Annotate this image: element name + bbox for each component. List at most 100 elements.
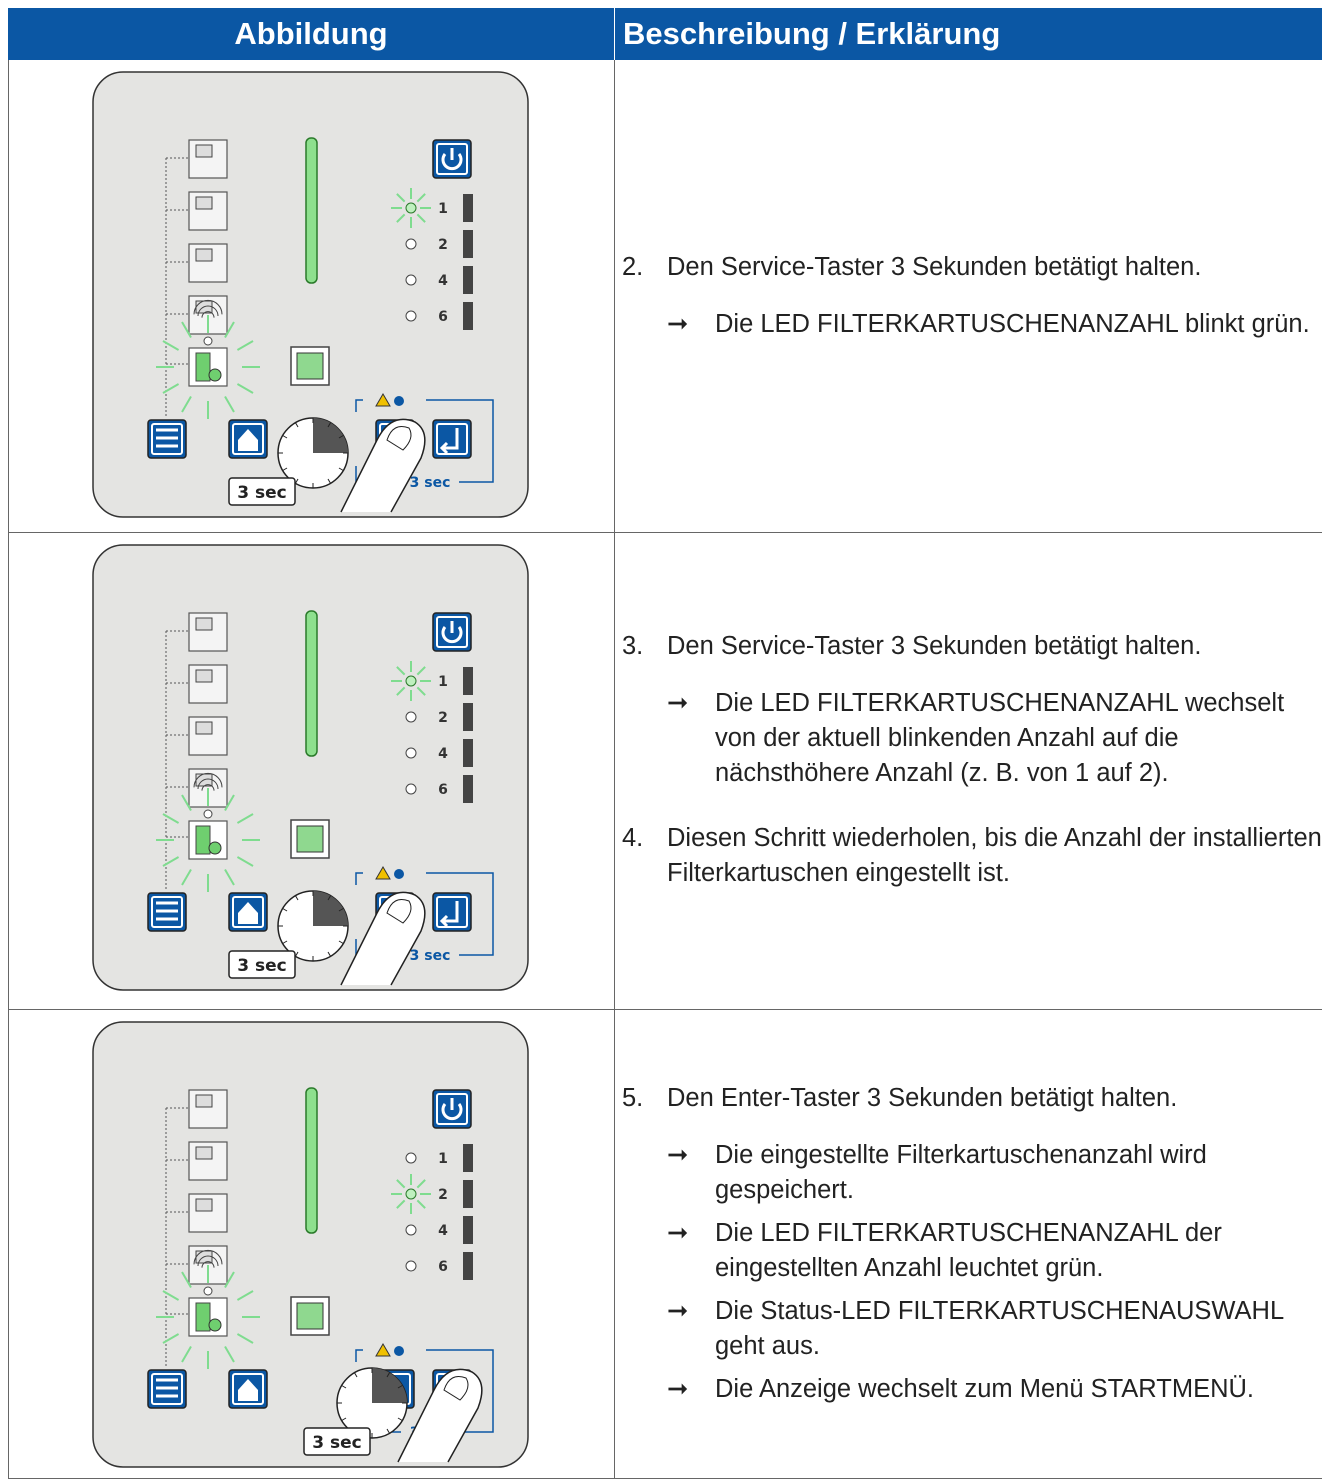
timer-box — [228, 477, 296, 506]
blink-ray — [416, 1179, 426, 1189]
led-label: 4 — [438, 746, 448, 762]
blink-ray — [416, 213, 426, 223]
network-icon-detail — [296, 825, 324, 853]
step: 2. Den Service-Taster 3 Sekunden betätigt… — [622, 250, 1322, 285]
panel-figure: 1 2 4 6 3 sec 3 sec — [92, 71, 529, 518]
clock-sector — [372, 1368, 407, 1403]
clock-tick — [341, 1385, 347, 1389]
finger-nail — [443, 1376, 469, 1401]
step-number: 5. — [622, 1084, 644, 1112]
wifi-arc — [201, 311, 215, 318]
led-label: 1 — [438, 674, 448, 690]
result-arrow: ➞ — [667, 1141, 689, 1169]
clock-tick — [338, 435, 344, 439]
step: 3. Den Service-Taster 3 Sekunden betätigt… — [622, 629, 1322, 664]
home-symbol — [238, 902, 258, 924]
power-symbol — [441, 621, 463, 644]
led — [405, 238, 417, 250]
step-number: 3. — [622, 632, 644, 660]
clock-tick — [338, 467, 344, 471]
result-text: Die LED FILTERKARTUSCHENANZAHL wechselt … — [715, 689, 1285, 787]
figure-cell: 1 2 4 6 3 sec 3 sec — [8, 533, 615, 1009]
status-icon-detail — [195, 1302, 211, 1332]
blink-ray — [162, 383, 180, 394]
timer-label: 3 sec — [312, 1433, 361, 1453]
wifi-led — [203, 1286, 213, 1296]
cartridge — [463, 775, 473, 803]
result-text: Die eingestellte Filterkartuschenanzahl … — [715, 1141, 1207, 1204]
blink-ray — [396, 1199, 406, 1209]
clock-tick — [338, 908, 344, 912]
menu-button-inner — [151, 1373, 183, 1405]
power-button-inner — [436, 143, 468, 175]
cartridge — [463, 1180, 473, 1208]
step: 4. Diesen Schritt wiederholen, bis die An… — [622, 821, 1322, 891]
blink-ray — [236, 383, 254, 394]
step-number: 4. — [622, 824, 644, 852]
led — [405, 310, 417, 322]
result: ➞ Die eingestellte Filterkartuschenanzahl… — [667, 1138, 1322, 1208]
blink-ray — [162, 340, 180, 351]
led — [405, 711, 417, 723]
clock-tick — [282, 940, 288, 944]
status-icon-detail — [195, 669, 213, 683]
cartridge — [463, 667, 473, 695]
blink-ray — [162, 813, 180, 824]
blink-ray — [181, 1345, 192, 1363]
wifi-led — [203, 809, 213, 819]
level-bar — [305, 1087, 318, 1234]
status-icon-detail — [195, 825, 211, 855]
network-icon-detail — [296, 1302, 324, 1330]
wifi-arc — [193, 299, 223, 315]
power-button-inner — [436, 616, 468, 648]
led-label: 2 — [438, 710, 448, 726]
blink-ray — [224, 868, 235, 886]
clock-tick — [295, 422, 299, 428]
header-col2: Beschreibung / Erklärung — [614, 8, 1322, 60]
clock-sector — [313, 891, 348, 926]
step: 5. Den Enter-Taster 3 Sekunden betätigt h… — [622, 1081, 1322, 1116]
blink-ray — [181, 868, 192, 886]
status-icon-detail — [195, 196, 213, 210]
timer-box — [303, 1427, 371, 1456]
service-icon — [394, 869, 404, 879]
table-row: 1 2 4 6 3 sec 3 sec 3. Den Service-Taster 3 Sek… — [8, 533, 1322, 1010]
result-arrow: ➞ — [667, 689, 689, 717]
bracket-label: 3 sec — [410, 475, 451, 491]
led — [405, 274, 417, 286]
power-symbol — [441, 148, 463, 171]
status-icon-detail — [195, 617, 213, 631]
power-symbol — [441, 1098, 463, 1121]
service-icon — [394, 1346, 404, 1356]
clock-tick — [341, 1417, 347, 1421]
blink-ray — [224, 1345, 235, 1363]
clock-tick — [295, 478, 299, 484]
home-button-inner — [232, 1373, 264, 1405]
timer-label: 3 sec — [237, 483, 286, 503]
led-label: 1 — [438, 1151, 448, 1167]
panel-figure: 1 2 4 6 3 sec 3 sec — [92, 544, 529, 991]
panel-body — [92, 71, 529, 518]
clock-tick — [386, 1428, 390, 1434]
clock-tick — [282, 908, 288, 912]
level-bar — [305, 137, 318, 284]
warning-icon — [375, 393, 391, 407]
blink-ray — [162, 856, 180, 867]
service-icon — [394, 396, 404, 406]
led-label: 6 — [438, 1259, 448, 1275]
figure-cell: 1 2 4 6 3 sec 3 sec — [8, 60, 615, 532]
home-button-inner — [232, 896, 264, 928]
clock-tick — [327, 478, 331, 484]
clock-tick — [327, 422, 331, 428]
home-symbol — [238, 1379, 258, 1401]
power-button-inner — [436, 1093, 468, 1125]
result-text: Die LED FILTERKARTUSCHENANZAHL der einge… — [715, 1219, 1222, 1282]
clock-tick — [397, 1417, 403, 1421]
wifi-arc — [201, 784, 215, 791]
blink-ray — [162, 1290, 180, 1301]
description-cell: 5. Den Enter-Taster 3 Sekunden betätigt h… — [614, 1010, 1322, 1478]
